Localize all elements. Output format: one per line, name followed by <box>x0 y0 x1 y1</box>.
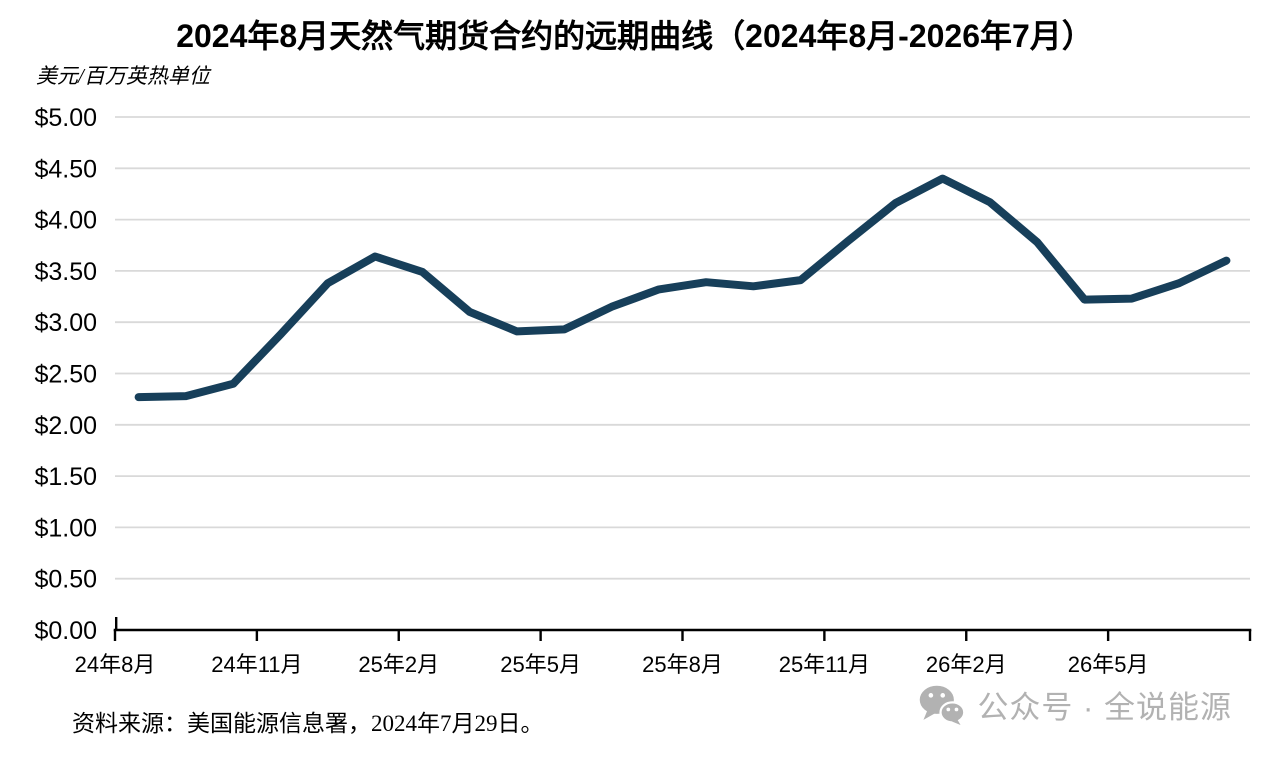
source-note: 资料来源：美国能源信息署，2024年7月29日。 <box>72 711 544 736</box>
y-axis-unit-label: 美元/百万英热单位 <box>36 64 210 88</box>
y-tick-label: $5.00 <box>34 104 97 132</box>
forward-curve-series-line <box>134 174 1231 402</box>
y-tick-label: $0.00 <box>34 617 97 645</box>
y-tick-label: $2.50 <box>34 361 97 389</box>
wechat-icon <box>920 685 966 725</box>
chart-title: 2024年8月天然气期货合约的远期曲线（2024年8月-2026年7月） <box>176 18 1094 54</box>
x-axis <box>113 617 1252 641</box>
y-tick-label: $3.50 <box>34 258 97 286</box>
y-tick-label: $4.50 <box>34 155 97 183</box>
x-axis-tick-labels: 24年8月 24年11月 25年2月 25年5月 25年8月 25年11月 26年2月 26年… <box>75 652 1149 677</box>
y-axis-tick-labels: $0.00 $0.50 $1.00 $1.50 $2.00 $2.50 $3.00 $3.50… <box>34 104 97 645</box>
watermark-text: 公众号 · 全说能源 <box>977 690 1232 725</box>
gridlines <box>115 116 1250 580</box>
x-tick-label: 25年11月 <box>779 652 870 677</box>
y-tick-label: $3.00 <box>34 309 97 337</box>
x-tick-label: 26年5月 <box>1068 652 1149 677</box>
x-tick-label: 24年11月 <box>211 652 302 677</box>
y-tick-label: $1.00 <box>34 514 97 542</box>
y-tick-label: $1.50 <box>34 463 97 491</box>
watermark: 公众号 · 全说能源 <box>919 682 1232 727</box>
y-tick-label: $0.50 <box>34 566 97 594</box>
x-tick-label: 26年2月 <box>926 652 1007 677</box>
x-tick-label: 25年2月 <box>358 652 439 677</box>
y-tick-label: $2.00 <box>34 412 97 440</box>
x-tick-label: 25年8月 <box>642 652 723 677</box>
x-tick-label: 24年8月 <box>75 652 156 677</box>
x-tick-label: 25年5月 <box>500 652 581 677</box>
y-tick-label: $4.00 <box>34 207 97 235</box>
